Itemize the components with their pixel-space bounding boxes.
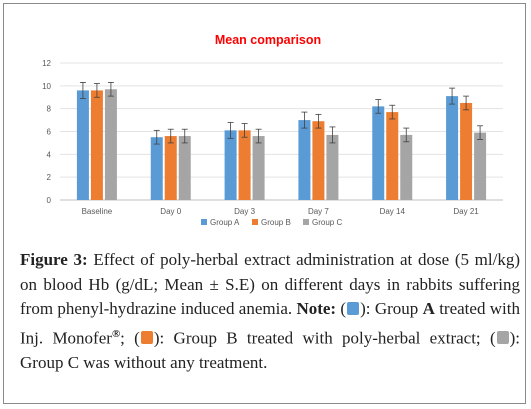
y-tick-label: 10 [42, 82, 51, 91]
group-b-swatch [140, 331, 153, 345]
bar [238, 130, 251, 200]
bar [460, 102, 473, 200]
legend-swatch [201, 219, 207, 225]
figure-caption: Figure 3: Effect of poly-herbal extract … [20, 248, 520, 375]
legend-swatch [303, 219, 309, 225]
mean-comparison-chart: Mean comparison 0 2 4 6 8 10 12 Baseline Day 0 D… [42, 33, 503, 227]
y-axis-ticks: 0 2 4 6 8 10 12 [42, 59, 51, 205]
x-tick-label: Day 0 [160, 207, 181, 216]
bar [400, 134, 413, 200]
caption-text: Effect of poly-herbal extract administra… [20, 250, 520, 318]
x-tick-label: Day 7 [308, 207, 329, 216]
bars [76, 89, 487, 200]
note-a-text: treated with Inj. Monofer [20, 299, 520, 348]
figure-frame: Mean comparison 0 2 4 6 8 10 12 Baseline Day 0 D… [3, 3, 526, 404]
y-tick-label: 6 [47, 128, 52, 137]
y-tick-label: 12 [42, 59, 51, 68]
bar [224, 130, 237, 200]
note-b-close: ): Group B treated with poly-herbal extr… [153, 328, 496, 348]
legend-swatch [252, 219, 258, 225]
group-a-swatch [347, 302, 360, 315]
note-label: Note: [296, 299, 337, 318]
x-tick-label: Day 21 [453, 207, 479, 216]
bar [164, 136, 177, 200]
note-c-close: ): Group C was without any treatment. [20, 328, 521, 372]
bar [104, 89, 117, 200]
group-c-swatch [496, 331, 509, 345]
note-a-close: ): Group [360, 299, 423, 318]
legend-label: Group A [210, 218, 240, 227]
chart-title: Mean comparison [215, 33, 321, 47]
bar [312, 121, 325, 200]
bar [150, 137, 163, 200]
bar [446, 96, 459, 200]
bar [178, 136, 191, 200]
x-tick-label: Baseline [82, 207, 113, 216]
x-tick-label: Day 3 [234, 207, 255, 216]
y-tick-label: 4 [47, 150, 52, 159]
bar [252, 136, 265, 200]
note-b-open: ; ( [120, 328, 140, 348]
x-axis-ticks: Baseline Day 0 Day 3 Day 7 Day 14 Day 21 [82, 207, 480, 216]
bar [372, 106, 385, 200]
x-tick-label: Day 14 [380, 207, 406, 216]
gridlines [60, 62, 503, 201]
bar [386, 112, 399, 200]
group-a-label: A [422, 299, 435, 318]
bar [76, 90, 89, 200]
note-a-open: ( [336, 299, 347, 318]
bar [326, 134, 339, 200]
bar [298, 120, 311, 200]
legend: Group A Group B Group C [201, 218, 342, 227]
y-tick-label: 2 [47, 173, 52, 182]
y-tick-label: 8 [47, 105, 52, 114]
legend-label: Group C [312, 218, 342, 227]
error-bars [79, 82, 484, 145]
legend-label: Group B [261, 218, 291, 227]
bar [474, 132, 487, 200]
bar [90, 90, 103, 200]
y-tick-label: 0 [47, 196, 52, 205]
registered-mark: ® [111, 327, 121, 340]
figure-label: Figure 3: [20, 250, 88, 269]
